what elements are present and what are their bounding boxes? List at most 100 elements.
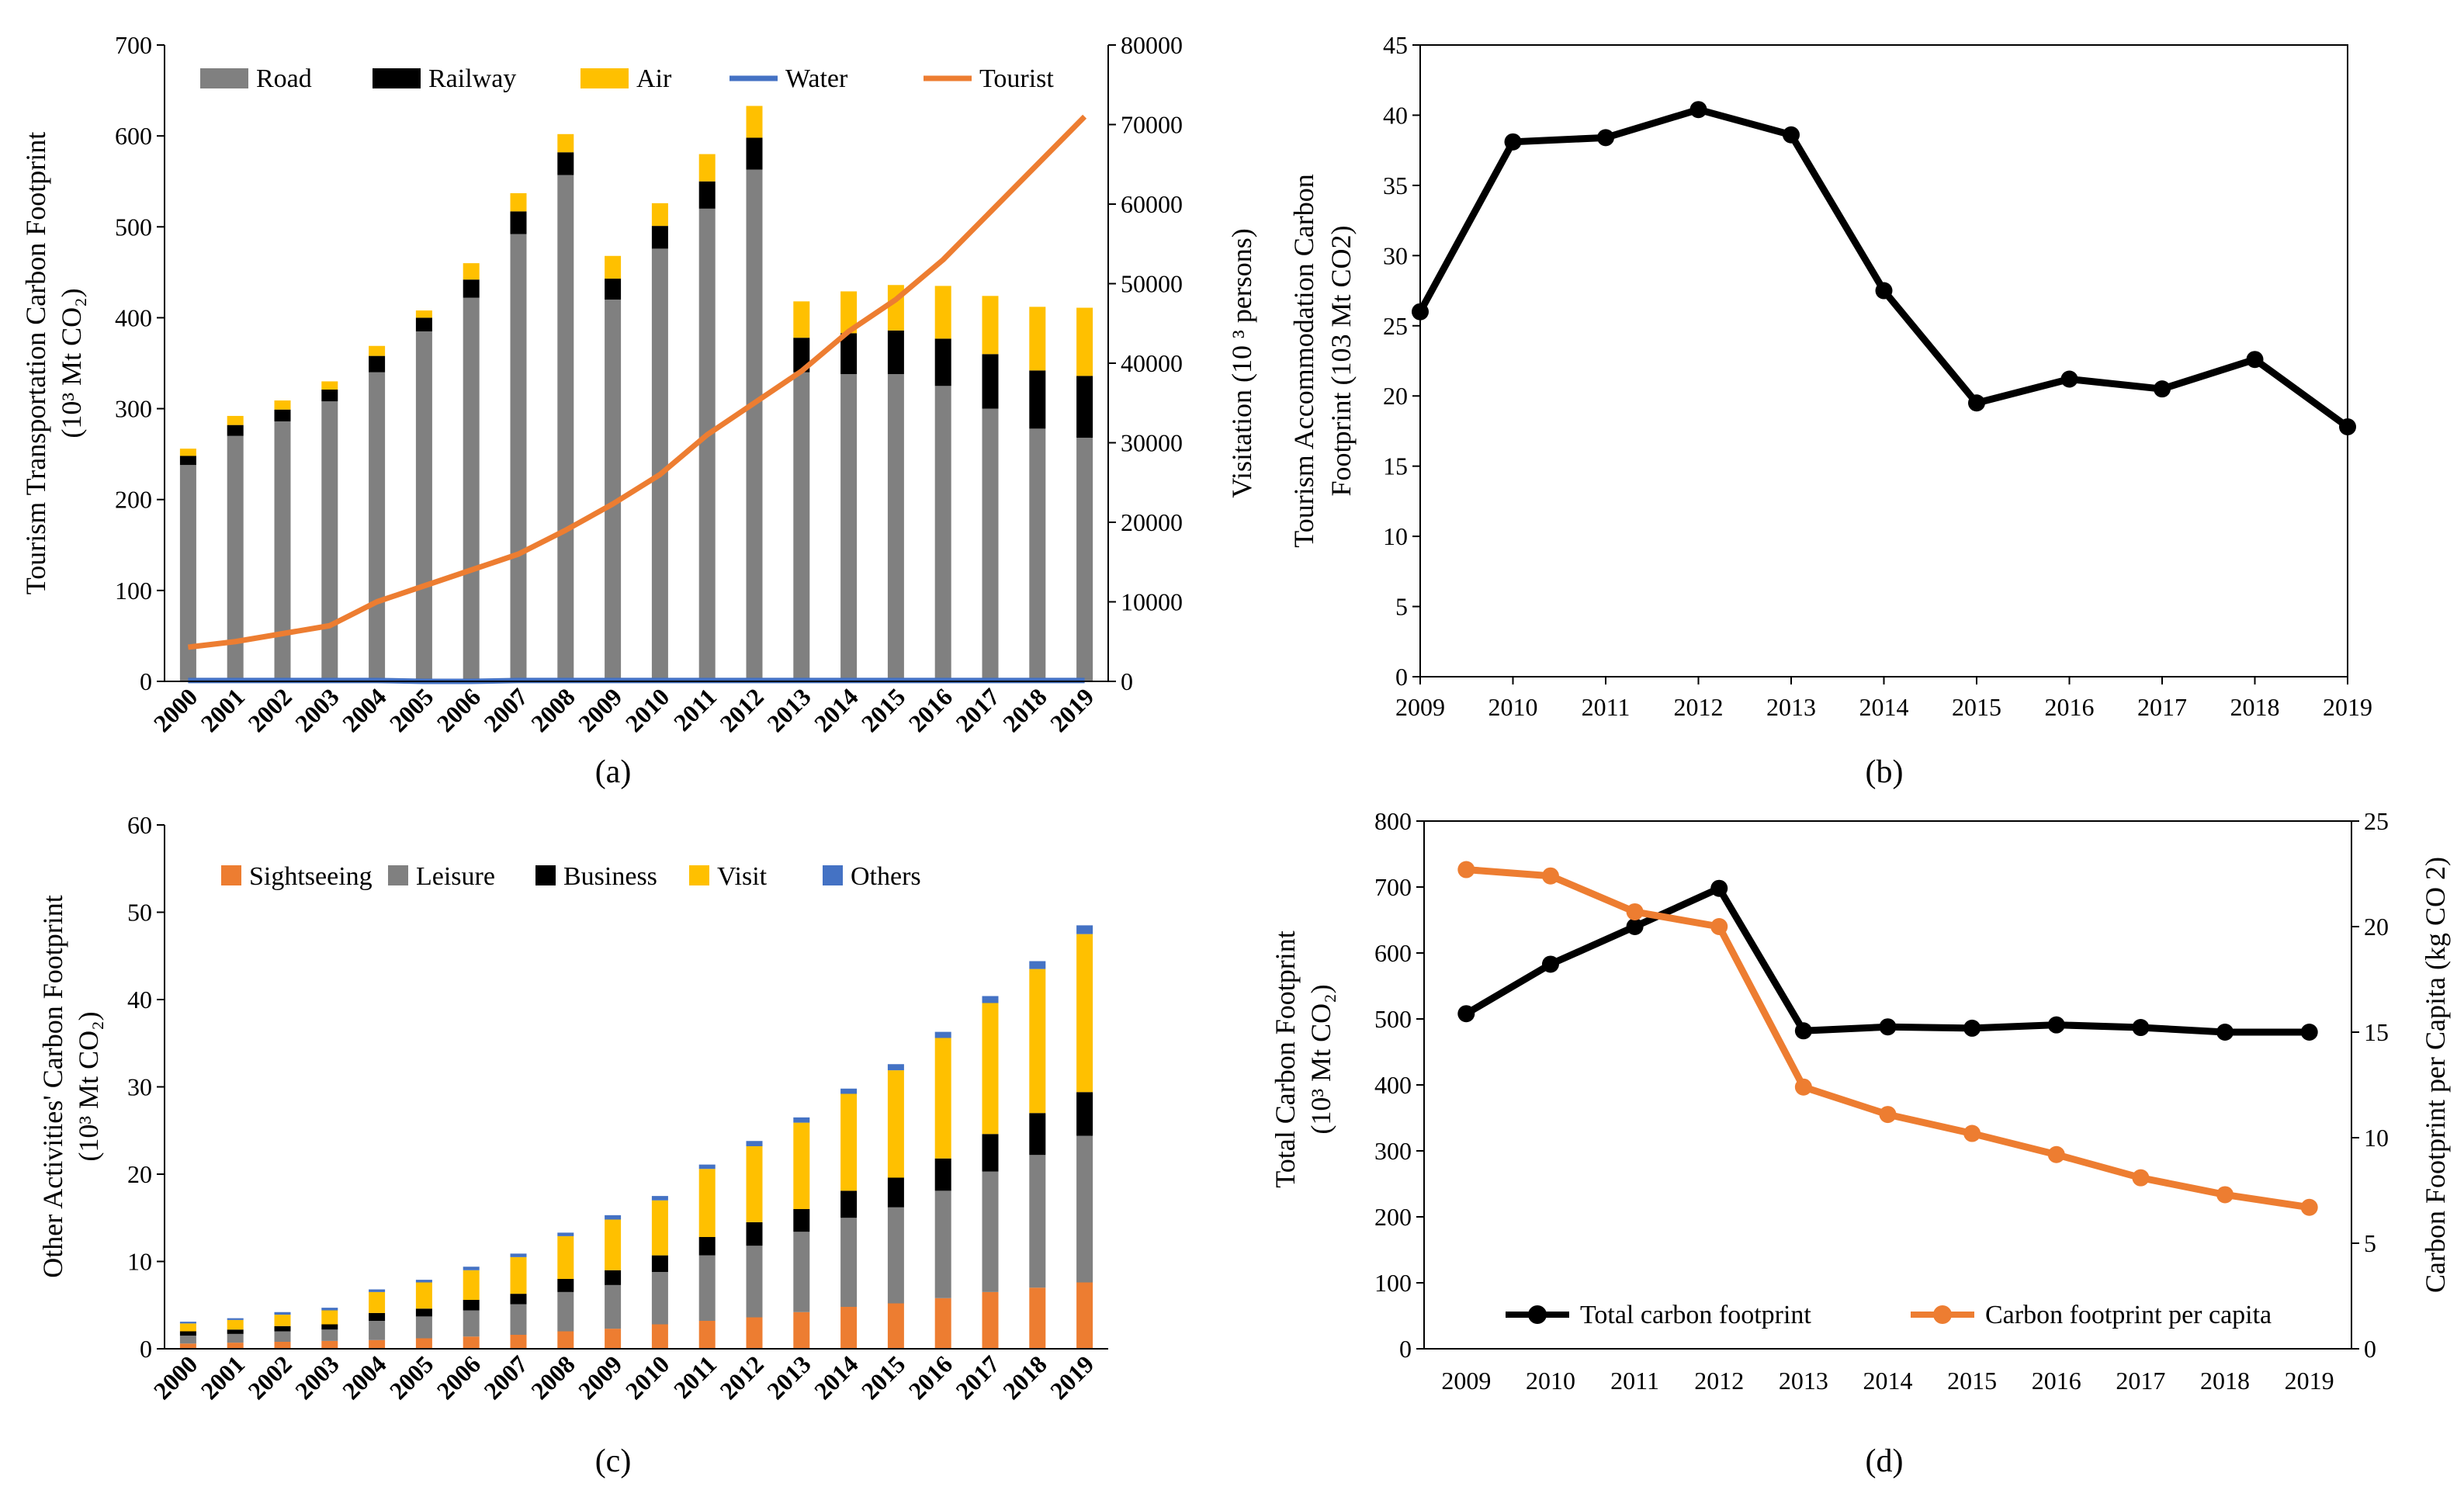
panel-d-x-tick-label: 2011 — [1610, 1367, 1659, 1395]
panel-d-y-tick-label: 200 — [1374, 1203, 1412, 1231]
panel-a-caption: (a) — [595, 754, 632, 790]
panel-d-x-tick-label: 2012 — [1694, 1367, 1744, 1395]
panel-a-y-tick-label: 0 — [140, 667, 152, 695]
panel-a-x-tick-label: 2000 — [148, 682, 203, 737]
panel-c-x-tick-label: 2005 — [384, 1350, 439, 1405]
panel-a-y-tick-label: 200 — [115, 486, 152, 514]
panel-c-bar-others — [605, 1215, 622, 1220]
panel-a-legend-label: Water — [785, 64, 848, 93]
panel-c-bar-business — [793, 1209, 810, 1232]
panel-d-point-total — [2047, 1016, 2065, 1034]
panel-a-legend-label: Railway — [428, 64, 516, 93]
panel-c-bar-others — [274, 1312, 291, 1315]
panel-c-bar-leisure — [887, 1207, 904, 1304]
panel-c-y-tick-label: 10 — [127, 1248, 152, 1276]
panel-c-bar-sightseeing — [274, 1342, 291, 1349]
panel-a-bar-air — [321, 381, 338, 390]
panel-a-x-tick-label: 2005 — [384, 682, 439, 737]
panel-a-x-tick-label: 2001 — [195, 682, 250, 737]
panel-d-x-tick-label: 2019 — [2285, 1367, 2334, 1395]
panel-b-point — [1412, 303, 1429, 321]
panel-a-bar-air — [651, 203, 668, 227]
panel-d-x-tick-label: 2010 — [1526, 1367, 1575, 1395]
panel-d-y-tick-label: 500 — [1374, 1005, 1412, 1033]
panel-c-bar-others — [510, 1253, 527, 1257]
panel-c-bar-sightseeing — [1029, 1287, 1046, 1349]
panel-c-x-tick-label: 2009 — [573, 1350, 628, 1405]
panel-c-bar-others — [746, 1141, 763, 1146]
panel-a-bar-air — [1076, 307, 1093, 376]
panel-a-bar-road — [1029, 428, 1046, 681]
panel-a-y-tick-label: 100 — [115, 577, 152, 605]
panel-c-bar-leisure — [793, 1232, 810, 1312]
panel-c-x-tick-label: 2019 — [1045, 1350, 1100, 1405]
panel-c-bar-business — [605, 1270, 622, 1285]
panel-a-bar-air — [415, 310, 432, 318]
panel-c-bar-business — [1029, 1113, 1046, 1156]
panel-c-bar-others — [698, 1164, 716, 1170]
panel-c-x-tick-label: 2004 — [337, 1350, 392, 1405]
panel-a-bar-railway — [605, 279, 622, 300]
panel-a-bar-air — [274, 400, 291, 410]
panel-c-bar-sightseeing — [227, 1343, 244, 1349]
panel-c-bar-sightseeing — [651, 1324, 668, 1349]
panel-c-bar-business — [274, 1325, 291, 1332]
panel-a-bar-railway — [274, 409, 291, 421]
panel-d-y-tick-label: 0 — [1399, 1335, 1412, 1363]
panel-a-bar-railway — [510, 211, 527, 234]
panel-a-chart: 0 100 200 300 400 500 600 700 0 10000 20000 30000 40… — [20, 31, 1257, 790]
panel-a-x-tick-label: 2008 — [525, 682, 580, 737]
panel-c-bar-visit — [651, 1200, 668, 1256]
panel-c-bar-visit — [1029, 969, 1046, 1114]
panel-d-point-per-capita — [1626, 903, 1644, 920]
panel-c-x-tick-label: 2007 — [478, 1350, 533, 1405]
panel-d-y-tick-label: 800 — [1374, 807, 1412, 835]
panel-a-y-tick-label: 700 — [115, 31, 152, 59]
panel-d-y2-tick-label: 15 — [2364, 1018, 2389, 1046]
panel-a-bar-railway — [179, 456, 196, 466]
panel-c-bar-leisure — [510, 1304, 527, 1335]
panel-b-y-axis-title: Tourism Accommodation Carbon — [1288, 174, 1319, 547]
panel-c-y-tick-label: 50 — [127, 899, 152, 927]
panel-b-x-tick-label: 2015 — [1952, 693, 2001, 721]
panel-a-x-tick-label: 2002 — [242, 682, 297, 737]
panel-a-bar-railway — [415, 317, 432, 331]
panel-b-y-tick-label: 30 — [1383, 241, 1408, 269]
panel-a-x-tick-label: 2003 — [289, 682, 345, 737]
panel-c-bar-visit — [510, 1256, 527, 1294]
panel-a-x-tick-label: 2007 — [478, 682, 533, 737]
panel-c-bar-leisure — [698, 1255, 716, 1321]
panel-b-x-tick-label: 2013 — [1766, 693, 1816, 721]
panel-a-y2-tick-label: 30000 — [1121, 429, 1183, 457]
panel-b-chart: 0 5 10 15 20 25 30 35 40 45 2009 2010 2011 2012 2013 20… — [1288, 31, 2372, 790]
panel-a-bar-road — [274, 421, 291, 681]
panel-a-legend-swatch — [580, 68, 629, 88]
panel-c-bar-business — [1076, 1092, 1093, 1136]
panel-a-bar-railway — [793, 338, 810, 373]
panel-c-x-tick-label: 2000 — [148, 1350, 203, 1405]
panel-a-bar-road — [227, 435, 244, 681]
panel-c-bar-visit — [274, 1315, 291, 1326]
panel-c-legend-label: Business — [563, 862, 657, 891]
panel-c-bar-others — [179, 1322, 196, 1324]
panel-a-bar-railway — [887, 330, 904, 375]
panel-c-bar-sightseeing — [179, 1343, 196, 1349]
panel-c-x-tick-label: 2014 — [809, 1350, 864, 1405]
panel-d-line-total — [1464, 885, 2310, 1036]
panel-a-bar-road — [887, 374, 904, 681]
panel-c-bar-leisure — [369, 1321, 386, 1340]
panel-a-y2-axis-title: Visitation (10 ³ persons) — [1226, 228, 1257, 498]
panel-a-bar-air — [746, 106, 763, 138]
panel-c-bar-sightseeing — [982, 1291, 999, 1349]
panel-c-bar-sightseeing — [321, 1340, 338, 1349]
panel-d-y2-tick-label: 0 — [2364, 1335, 2376, 1363]
panel-c-bar-visit — [982, 1003, 999, 1135]
panel-a-x-tick-label: 2017 — [950, 682, 1005, 737]
panel-b-y-tick-label: 40 — [1383, 101, 1408, 129]
panel-c-bar-leisure — [179, 1336, 196, 1344]
panel-d-y2-axis-title: Carbon Footprint per Capita (kg CO 2) — [2420, 857, 2451, 1293]
panel-c-bar-visit — [840, 1093, 858, 1191]
panel-a-bar-air — [698, 154, 716, 182]
panel-c-bar-leisure — [463, 1310, 480, 1337]
panel-b-point — [2339, 418, 2356, 436]
